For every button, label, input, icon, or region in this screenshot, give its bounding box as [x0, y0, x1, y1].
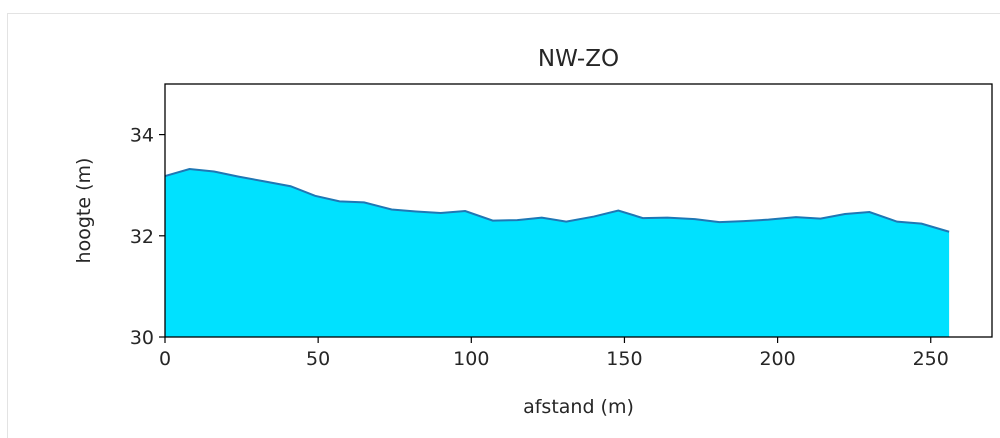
x-tick-label: 200 [759, 348, 795, 370]
y-axis: 30 32 34 [130, 125, 165, 349]
chart-title: NW-ZO [538, 46, 619, 72]
x-tick-label: 250 [913, 348, 949, 370]
x-tick-label: 50 [306, 348, 330, 370]
x-tick-label: 0 [159, 348, 171, 370]
x-tick-label: 150 [606, 348, 642, 370]
series-line [164, 167, 950, 233]
y-tick-label: 32 [130, 226, 154, 248]
x-tick-label: 100 [453, 348, 489, 370]
y-tick-label: 30 [130, 327, 154, 349]
x-axis: 0 50 100 150 200 250 [159, 337, 949, 370]
series-area-fill [165, 169, 950, 337]
y-axis-label: hoogte (m) [73, 158, 95, 264]
x-axis-label: afstand (m) [523, 396, 634, 418]
area-layer [164, 167, 950, 337]
axes-frame [164, 83, 993, 338]
figure-frame [7, 13, 1000, 438]
y-tick-label: 34 [130, 125, 154, 147]
